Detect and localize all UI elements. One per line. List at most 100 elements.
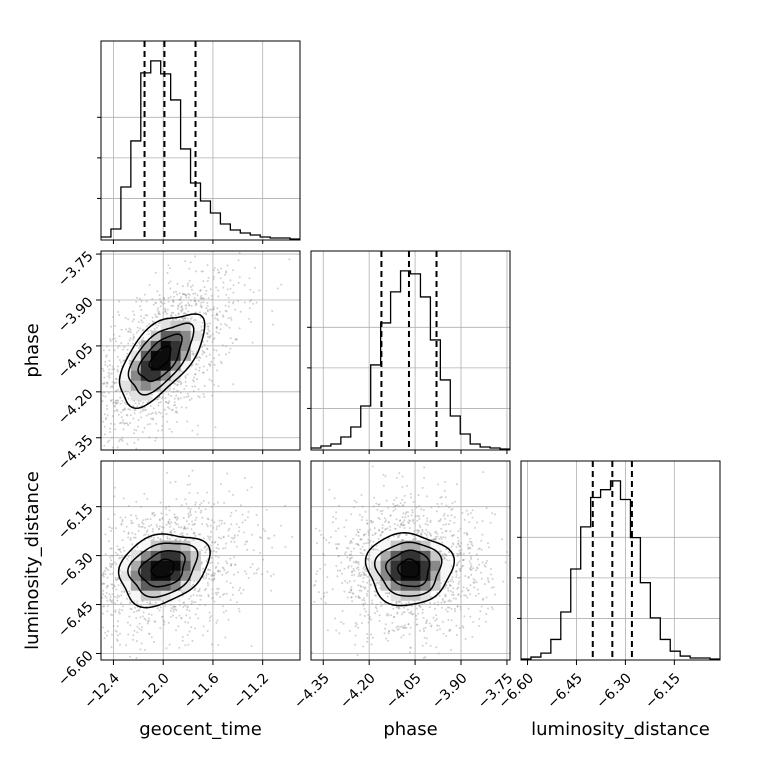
scatter-point [372,540,375,543]
scatter-point [442,620,444,623]
scatter-point [331,521,334,524]
scatter-point [130,519,133,522]
scatter-point [106,599,109,602]
scatter-point [172,614,174,617]
scatter-point [407,623,410,626]
scatter-point [109,431,112,433]
scatter-point [146,518,149,521]
scatter-point [451,534,454,537]
scatter-point [348,542,351,545]
scatter-point [368,616,371,619]
scatter-point [357,561,360,563]
panel-frame [100,250,301,451]
scatter-point [151,316,154,319]
scatter-point [216,587,219,590]
scatter-point [229,287,232,290]
scatter-point [447,581,450,583]
scatter-point [215,326,218,329]
scatter-point [372,548,375,551]
scatter-point [367,530,370,533]
scatter-point [220,483,222,486]
scatter-point [445,504,448,507]
scatter-point [172,295,175,298]
scatter-point [251,533,254,536]
scatter-point [241,521,244,524]
scatter-point [172,605,175,608]
scatter-point [170,532,173,535]
scatter-point [188,267,191,270]
scatter-point [179,380,182,383]
scatter-point [145,414,148,417]
scatter-point [158,396,161,399]
scatter-point [205,332,208,334]
scatter-point [372,548,375,551]
scatter-point [215,593,218,596]
scatter-point [205,289,208,292]
scatter-point [193,531,196,534]
scatter-point [147,400,150,403]
scatter-point [151,412,154,415]
scatter-point [204,604,207,606]
scatter-point [206,304,209,307]
scatter-point [155,315,157,318]
scatter-point [424,626,427,629]
scatter-point [415,607,418,610]
scatter-point [176,383,179,386]
scatter-point [377,537,380,540]
scatter-point [433,538,436,541]
scatter-point [124,422,127,425]
scatter-point [335,565,338,567]
scatter-point [466,589,469,592]
scatter-point [402,504,405,507]
scatter-point [447,618,450,621]
scatter-point [184,644,187,647]
scatter-point [109,386,112,389]
scatter-point [272,323,274,326]
scatter-point [126,557,128,560]
scatter-point [442,632,445,635]
scatter-point [119,438,122,441]
scatter-point [119,569,122,572]
scatter-point [217,501,219,504]
scatter-point [226,324,228,327]
scatter-point [158,609,161,612]
scatter-point [105,417,108,419]
scatter-point [246,516,249,519]
scatter-point [206,325,209,328]
scatter-point [105,385,108,388]
panel-frame [100,40,301,241]
scatter-point [159,305,162,308]
scatter-point [158,525,161,528]
scatter-point [205,544,208,547]
scatter-point [188,304,191,307]
scatter-point [187,621,189,624]
scatter-point [128,392,131,395]
scatter-point [102,605,105,608]
density-cell [390,560,401,571]
scatter-point [199,316,202,319]
scatter-point [146,601,149,604]
scatter-point [425,534,428,536]
scatter-point [467,546,470,549]
scatter-point [109,427,111,430]
scatter-point [128,505,131,507]
scatter-point [173,401,176,404]
scatter-point [409,527,411,529]
scatter-point [395,504,397,507]
scatter-point [156,525,158,528]
scatter-point [395,496,398,499]
scatter-point [125,393,128,395]
scatter-point [439,519,442,522]
scatter-point [222,281,225,284]
scatter-point [223,501,226,504]
scatter-point [124,401,126,404]
scatter-point [169,531,172,533]
scatter-point [416,532,419,535]
scatter-point [399,626,402,629]
scatter-point [210,309,213,311]
scatter-point [228,527,231,530]
scatter-point [421,530,424,533]
scatter-point [170,529,173,532]
scatter-point [226,562,229,565]
scatter-point [396,524,399,527]
